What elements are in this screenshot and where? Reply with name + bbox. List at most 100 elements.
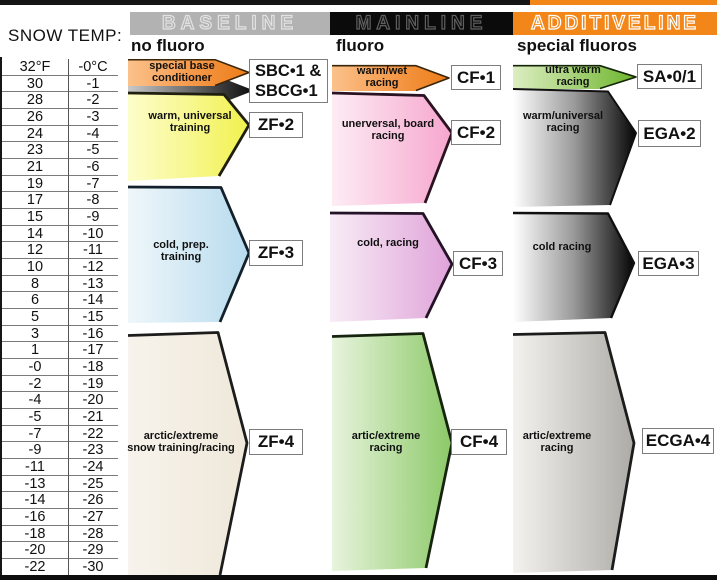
temp-cell-fahrenheit: 17 — [26, 192, 44, 209]
bottom-border-line — [0, 575, 717, 580]
temp-cell-celsius: -14 — [82, 292, 104, 309]
temp-cell-celsius: -27 — [82, 508, 104, 525]
temp-row: 30 -1 — [2, 76, 118, 93]
cf3-arrow — [330, 212, 452, 322]
temp-cell-fahrenheit: 6 — [30, 292, 40, 309]
temp-cell-celsius: -26 — [82, 492, 104, 509]
temp-cell-celsius: -9 — [86, 208, 100, 225]
snow-temp-label: SNOW TEMP: — [8, 26, 123, 45]
temp-row: 28 -2 — [2, 92, 118, 110]
temp-cell-fahrenheit: -20 — [24, 542, 46, 559]
zf4-use-label: arctic/extreme snow training/racing — [127, 430, 235, 454]
cf3-product-box: CF•3 — [453, 251, 503, 276]
temp-row: 3 -16 — [2, 326, 118, 343]
temp-cell-celsius: -0°C — [78, 58, 108, 75]
temp-cell-fahrenheit: -5 — [28, 408, 42, 425]
temp-cell-celsius: -21 — [82, 408, 104, 425]
temp-cell-fahrenheit: 8 — [30, 275, 40, 292]
temp-cell-fahrenheit: 32°F — [19, 58, 51, 75]
cf4-use-label: artic/extreme racing — [351, 430, 421, 454]
mainline-band: MAINLINE — [330, 12, 513, 35]
zf2-product-box: ZF•2 — [249, 112, 303, 138]
temp-cell-celsius: -23 — [82, 442, 104, 459]
temp-cell-fahrenheit: 21 — [26, 158, 44, 175]
temp-cell-fahrenheit: -16 — [24, 508, 46, 525]
temp-cell-celsius: -4 — [86, 125, 100, 142]
temp-cell-fahrenheit: 30 — [26, 75, 44, 92]
ega3-use-label: cold racing — [532, 241, 592, 253]
temp-cell-celsius: -6 — [86, 158, 100, 175]
temp-cell-fahrenheit: 15 — [26, 208, 44, 225]
temp-row: -13 -25 — [2, 476, 118, 493]
temp-cell-fahrenheit: -9 — [28, 442, 42, 459]
temp-cell-fahrenheit: 3 — [30, 325, 40, 342]
baseline-band: BASELINE — [130, 12, 330, 35]
temp-cell-fahrenheit: -13 — [24, 475, 46, 492]
temp-cell-fahrenheit: -7 — [28, 425, 42, 442]
temp-cell-fahrenheit: 12 — [26, 242, 44, 259]
temp-row: 15 -9 — [2, 209, 118, 226]
temp-cell-celsius: -1 — [86, 75, 100, 92]
temp-row: -5 -21 — [2, 409, 118, 426]
cf2-use-label: unerversal, board racing — [341, 118, 435, 142]
temp-cell-celsius: -2 — [86, 92, 100, 109]
temp-cell-fahrenheit: -11 — [25, 458, 45, 475]
temp-cell-celsius: -15 — [82, 308, 104, 325]
temp-row: 24 -4 — [2, 126, 118, 143]
temp-cell-fahrenheit: 24 — [26, 125, 44, 142]
temp-cell-fahrenheit: -14 — [24, 492, 46, 509]
mainline-band-title: MAINLINE — [355, 12, 488, 34]
cf1-product-box: CF•1 — [451, 65, 501, 90]
top-edge-bar-orange — [530, 0, 717, 5]
sa01-use-label: ultra warm racing — [545, 64, 601, 88]
temp-cell-celsius: -19 — [82, 375, 104, 392]
sbc-product-box: SBC•1 & SBCG•1 — [249, 59, 328, 103]
ecga4-use-label: artic/extreme racing — [522, 430, 592, 454]
sa01-product-box: SA•0/1 — [637, 64, 702, 89]
temp-row: 12 -11 — [2, 242, 118, 260]
temp-cell-celsius: -29 — [82, 542, 104, 559]
temp-row: 14 -10 — [2, 226, 118, 243]
temp-row: 32°F -0°C — [2, 59, 118, 76]
temp-cell-fahrenheit: 26 — [26, 108, 44, 125]
mainline-subtitle: fluoro — [336, 36, 385, 55]
temp-cell-celsius: -10 — [82, 225, 104, 242]
temp-cell-fahrenheit: 19 — [26, 175, 44, 192]
ega2-product-box: EGA•2 — [638, 120, 701, 147]
temp-cell-fahrenheit: 14 — [26, 225, 44, 242]
additiveline-band: ADDITIVELINE — [513, 12, 717, 35]
temp-cell-celsius: -20 — [82, 392, 104, 409]
temp-row: -14 -26 — [2, 492, 118, 510]
temp-cell-fahrenheit: -22 — [24, 559, 46, 575]
top-edge-bar-dark — [0, 0, 530, 5]
temp-row: 19 -7 — [2, 176, 118, 193]
additiveline-band-title: ADDITIVELINE — [530, 12, 699, 34]
cf1-use-label: warm/wet racing — [356, 65, 408, 89]
temp-cell-celsius: -5 — [86, 142, 100, 159]
cf3-use-label: cold, racing — [357, 237, 419, 249]
temp-cell-fahrenheit: -0 — [28, 358, 42, 375]
temperature-table: 32°F -0°C 30 -1 28 -2 26 -3 24 -4 23 -5 21 -6 19 -7 17 -8… — [2, 59, 118, 576]
cf2-arrow — [332, 92, 452, 206]
temp-cell-celsius: -25 — [82, 475, 104, 492]
temp-row: 21 -6 — [2, 159, 118, 176]
ega2-arrow — [513, 88, 636, 207]
temp-cell-celsius: -8 — [86, 192, 100, 209]
temp-row: -4 -20 — [2, 392, 118, 410]
temp-cell-fahrenheit: -4 — [28, 392, 42, 409]
temp-cell-fahrenheit: -2 — [28, 375, 42, 392]
zf3-product-box: ZF•3 — [249, 240, 303, 266]
baseline-band-title: BASELINE — [161, 12, 299, 34]
temp-cell-celsius: -18 — [82, 358, 104, 375]
zf2-arrow — [128, 92, 249, 181]
temp-row: -18 -28 — [2, 526, 118, 543]
temp-cell-celsius: -22 — [82, 425, 104, 442]
temp-row: 23 -5 — [2, 142, 118, 160]
temp-cell-celsius: -17 — [82, 342, 104, 359]
temp-cell-celsius: -30 — [82, 559, 104, 575]
temp-cell-fahrenheit: -18 — [24, 525, 46, 542]
temp-row: 1 -17 — [2, 342, 118, 360]
additiveline-subtitle: special fluoros — [517, 36, 637, 55]
sbc-use-label: special base conditioner — [149, 60, 215, 84]
ega3-product-box: EGA•3 — [638, 251, 699, 276]
